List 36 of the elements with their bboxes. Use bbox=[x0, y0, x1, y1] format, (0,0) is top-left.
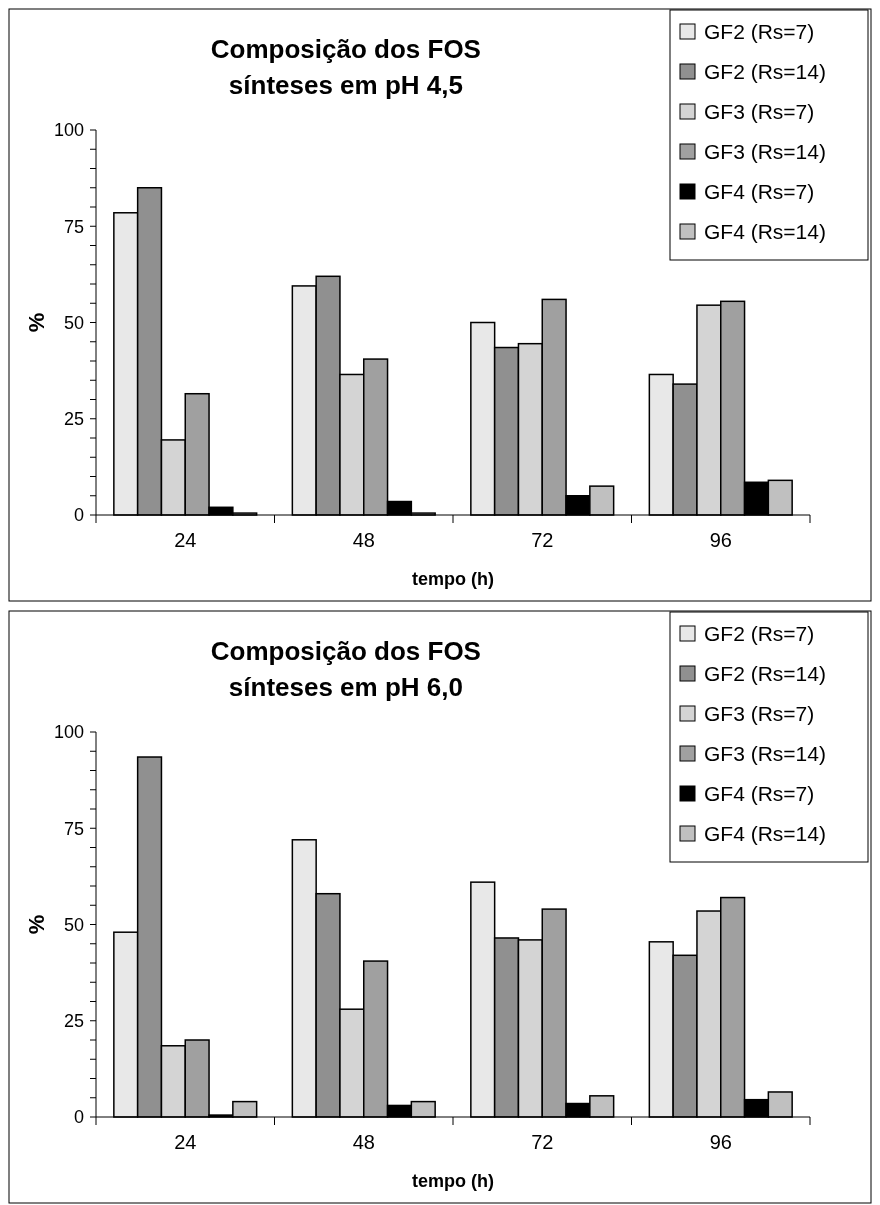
legend-label: GF3 (Rs=7) bbox=[704, 702, 815, 726]
x-tick-label: 96 bbox=[709, 529, 732, 551]
legend-label: GF2 (Rs=7) bbox=[704, 20, 815, 44]
y-tick-label: 75 bbox=[63, 818, 84, 839]
legend-label: GF4 (Rs=14) bbox=[704, 220, 826, 244]
x-tick-label: 48 bbox=[352, 529, 375, 551]
chart-title: Composição dos FOS sínteses em pH 4,5 bbox=[210, 34, 481, 100]
legend-label: GF2 (Rs=14) bbox=[704, 60, 826, 84]
x-axis-title: tempo (h) bbox=[412, 1171, 494, 1191]
x-tick-label: 72 bbox=[531, 529, 554, 551]
legend-label: GF2 (Rs=14) bbox=[704, 662, 826, 686]
legend-label: GF3 (Rs=7) bbox=[704, 100, 815, 124]
legend-label: GF3 (Rs=14) bbox=[704, 742, 826, 766]
y-tick-label: 0 bbox=[73, 1107, 84, 1128]
y-tick-label: 50 bbox=[63, 312, 84, 333]
y-tick-label: 100 bbox=[53, 120, 84, 141]
x-tick-label: 24 bbox=[174, 529, 197, 551]
y-tick-label: 75 bbox=[63, 216, 84, 237]
legend-label: GF4 (Rs=7) bbox=[704, 180, 815, 204]
legend-label: GF4 (Rs=14) bbox=[704, 822, 826, 846]
chart-title: Composição dos FOS sínteses em pH 6,0 bbox=[210, 636, 481, 702]
x-tick-label: 72 bbox=[531, 1131, 554, 1153]
y-tick-label: 50 bbox=[63, 914, 84, 935]
y-tick-label: 25 bbox=[63, 409, 84, 430]
x-tick-label: 24 bbox=[174, 1131, 197, 1153]
x-tick-label: 48 bbox=[352, 1131, 375, 1153]
y-tick-label: 0 bbox=[73, 505, 84, 526]
legend-label: GF4 (Rs=7) bbox=[704, 782, 815, 806]
y-tick-label: 100 bbox=[53, 722, 84, 743]
legend-label: GF2 (Rs=7) bbox=[704, 622, 815, 646]
y-axis-title: % bbox=[24, 312, 49, 333]
y-axis-title: % bbox=[24, 914, 49, 935]
legend-label: GF3 (Rs=14) bbox=[704, 140, 826, 164]
y-tick-label: 25 bbox=[63, 1011, 84, 1032]
x-tick-label: 96 bbox=[709, 1131, 732, 1153]
x-axis-title: tempo (h) bbox=[412, 569, 494, 589]
